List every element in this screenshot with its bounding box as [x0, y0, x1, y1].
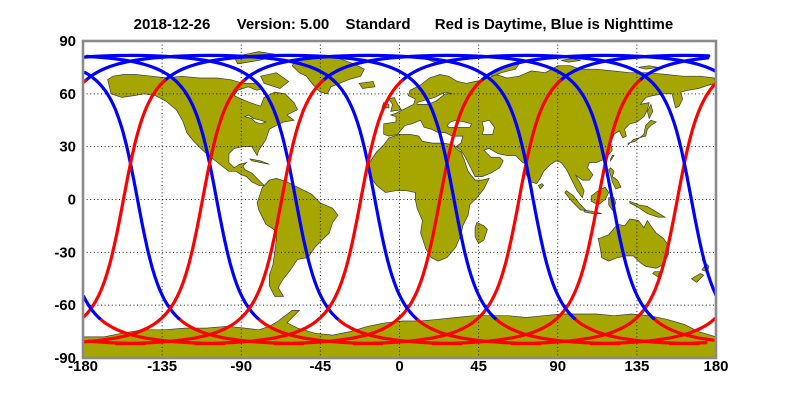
x-tick-label: 90: [549, 358, 566, 375]
daytime-track-segment: [193, 78, 404, 346]
y-tick-label: 30: [59, 139, 76, 156]
nighttime-track-segment: [400, 53, 716, 297]
nighttime-track-segment: [558, 53, 711, 83]
coastline-polygon: [629, 200, 667, 218]
nighttime-track-segment: [321, 53, 656, 320]
x-tick-label: 0: [395, 358, 403, 375]
coastline-polygon: [627, 119, 658, 146]
coastline-polygon: [652, 271, 661, 278]
coastline-polygon: [416, 91, 453, 105]
chart-title-daynight-legend: Red is Daytime, Blue is Nighttime: [435, 16, 673, 33]
coastline-polygon: [564, 190, 587, 211]
y-axis-tick-labels: 90 60 30 0 -30 -60 -90: [54, 33, 76, 367]
coastline-polygon: [610, 155, 615, 162]
coastline-polygon: [243, 114, 268, 125]
coastline-polygon: [256, 178, 339, 297]
coastline-polygon: [446, 119, 473, 128]
coastline-polygon: [248, 158, 270, 165]
x-tick-label: 45: [470, 358, 487, 375]
x-axis-tick-labels: -180 -135 -90 -45 0 45 90 135 180: [68, 358, 729, 375]
nighttime-track-segment: [163, 53, 497, 320]
coastline-polygon: [561, 58, 581, 63]
x-tick-label: -180: [68, 358, 98, 375]
daytime-track-segment: [335, 316, 463, 346]
x-tick-label: -90: [230, 358, 252, 375]
daytime-track-segment: [493, 316, 621, 346]
y-tick-label: -90: [54, 350, 76, 367]
coastline-polygon: [690, 273, 705, 283]
x-tick-label: 135: [624, 358, 649, 375]
daytime-track-segment: [97, 316, 226, 346]
coastline-polygon: [260, 72, 290, 89]
y-tick-label: 90: [59, 33, 76, 50]
daytime-track-segment: [114, 78, 325, 346]
ground-track-layer: [83, 53, 716, 346]
daytime-track-segment: [651, 316, 715, 342]
daytime-track-segment: [668, 341, 708, 346]
grid-layer: [83, 41, 716, 358]
daytime-track-segment: [572, 316, 701, 346]
coastline-polygon: [358, 81, 376, 89]
daytime-track-segment: [414, 316, 542, 346]
y-tick-label: -30: [54, 244, 76, 261]
coastline-polygon: [608, 167, 622, 190]
chart-title-date: 2018-12-26: [134, 16, 211, 33]
daytime-track-segment: [83, 78, 246, 344]
chart-title-mode: Standard: [345, 16, 410, 33]
coastline-polygon: [481, 119, 495, 135]
daytime-track-segment: [83, 78, 167, 319]
x-tick-label: -45: [310, 358, 332, 375]
x-tick-label: -135: [147, 358, 177, 375]
plot-area: -180 -135 -90 -45 0 45 90 135 180 90 60 30 0 -30 -60 -9…: [54, 33, 728, 375]
coastline-polygon: [388, 96, 402, 112]
nighttime-track-segment: [85, 54, 260, 320]
y-tick-label: 0: [68, 192, 76, 209]
x-tick-label: 180: [703, 358, 728, 375]
coastline-polygon: [537, 183, 545, 190]
plot-frame: [81, 39, 718, 360]
y-tick-label: -60: [54, 297, 76, 314]
nighttime-track-segment: [83, 295, 102, 320]
nighttime-track-segment: [83, 53, 339, 320]
nighttime-track-segment: [242, 53, 577, 320]
coastline-polygon: [474, 221, 488, 245]
coastline-polygon: [647, 103, 654, 120]
y-tick-label: 60: [59, 86, 76, 103]
nighttime-track-segment: [83, 70, 181, 320]
chart-title-version: Version: 5.00: [237, 16, 330, 33]
